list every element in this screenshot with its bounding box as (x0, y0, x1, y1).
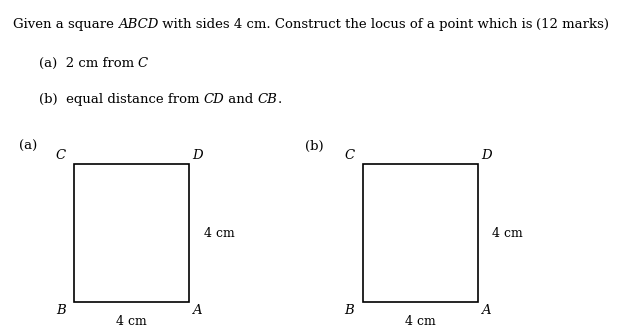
Text: CD: CD (204, 93, 224, 106)
Text: (12 marks): (12 marks) (536, 18, 609, 31)
Text: with sides 4 cm. Construct the locus of a point which is: with sides 4 cm. Construct the locus of … (159, 18, 533, 31)
Text: 4 cm: 4 cm (116, 315, 147, 325)
Text: and: and (224, 93, 257, 106)
Text: A: A (481, 304, 490, 317)
Text: C: C (344, 149, 354, 162)
Text: 4 cm: 4 cm (492, 227, 523, 240)
Text: 4 cm: 4 cm (405, 315, 436, 325)
Text: A: A (192, 304, 202, 317)
Text: D: D (192, 149, 202, 162)
Text: (a): (a) (19, 140, 37, 153)
Bar (363, 164, 478, 302)
Text: .: . (277, 93, 282, 106)
Text: B: B (56, 304, 65, 317)
Text: ABCD: ABCD (118, 18, 159, 31)
Text: 4 cm: 4 cm (204, 227, 234, 240)
Text: (a)  2 cm from: (a) 2 cm from (39, 57, 138, 70)
Text: CB: CB (257, 93, 277, 106)
Text: C: C (55, 149, 65, 162)
Text: (b)  equal distance from: (b) equal distance from (39, 93, 204, 106)
Text: B: B (345, 304, 354, 317)
Bar (74, 164, 189, 302)
Text: D: D (481, 149, 491, 162)
Text: Given a square: Given a square (13, 18, 118, 31)
Text: (b): (b) (305, 140, 324, 153)
Text: C: C (138, 57, 148, 70)
